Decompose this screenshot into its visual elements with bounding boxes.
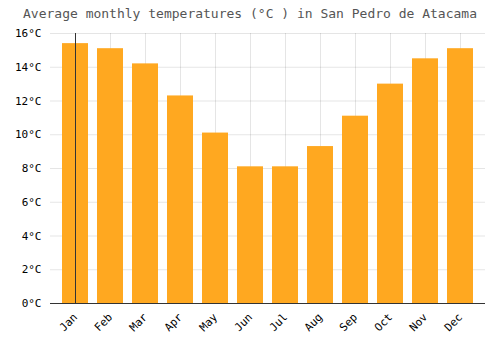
svg-text:Dec: Dec <box>442 311 465 334</box>
svg-text:Jul: Jul <box>267 311 290 334</box>
svg-text:2°C: 2°C <box>22 263 42 276</box>
svg-text:Sep: Sep <box>337 311 360 334</box>
svg-text:Oct: Oct <box>372 311 395 334</box>
svg-text:6°C: 6°C <box>22 196 42 209</box>
svg-text:Feb: Feb <box>92 311 115 334</box>
svg-text:16°C: 16°C <box>15 27 42 40</box>
svg-text:Jun: Jun <box>232 311 255 334</box>
svg-text:0°C: 0°C <box>22 297 42 310</box>
html-text:Average monthly temperatures (: Average monthly temperatures (°C ) in Sa… <box>23 6 477 21</box>
svg-text:8°C: 8°C <box>22 162 42 175</box>
svg-text:Apr: Apr <box>162 310 186 334</box>
svg-text:Aug: Aug <box>302 311 325 334</box>
svg-text:10°C: 10°C <box>15 128 42 141</box>
svg-text:Mar: Mar <box>127 310 151 334</box>
svg-text:12°C: 12°C <box>15 95 42 108</box>
svg-text:14°C: 14°C <box>15 61 42 74</box>
svg-text:Jan: Jan <box>57 311 80 334</box>
svg-text:Nov: Nov <box>407 310 431 334</box>
svg-text:May: May <box>197 310 221 334</box>
svg-text:4°C: 4°C <box>22 230 42 243</box>
